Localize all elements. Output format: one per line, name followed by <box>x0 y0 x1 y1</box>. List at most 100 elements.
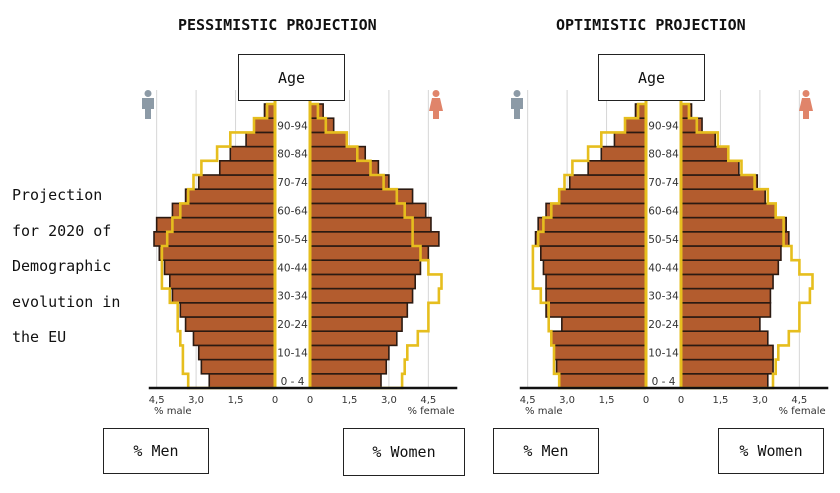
female-bar <box>680 202 777 219</box>
age-tick-label: 10-14 <box>648 348 679 360</box>
male-x-tick-label: 1,5 <box>599 395 615 406</box>
description-line: Projection <box>12 186 103 204</box>
female-bar <box>680 372 769 389</box>
men-label-box: % Men <box>103 428 209 474</box>
female-reference-outline <box>310 102 443 390</box>
age-tick-label: 70-74 <box>648 177 679 189</box>
women-label-box: % Women <box>718 428 824 474</box>
male-reference-outline <box>160 102 275 390</box>
male-icon <box>511 90 523 119</box>
female-bar <box>309 103 324 119</box>
male-bar <box>184 188 276 205</box>
female-bar <box>680 259 780 276</box>
men-label-box: % Men <box>493 428 599 474</box>
female-bar <box>309 330 398 347</box>
description-line: Demographic <box>12 257 112 275</box>
female-icon <box>429 90 443 119</box>
age-tick-label: 40-44 <box>277 262 308 274</box>
female-bar <box>309 160 380 176</box>
male-axis-title: % male <box>525 406 562 417</box>
male-bar <box>553 344 647 361</box>
female-bar <box>680 117 703 134</box>
male-bar <box>218 160 276 176</box>
male-bar <box>171 287 276 304</box>
age-tick-label: 10-14 <box>277 348 308 360</box>
male-bar <box>542 259 647 276</box>
female-bar <box>680 273 774 290</box>
female-x-tick-label: 3,0 <box>752 395 768 406</box>
female-bar <box>680 358 774 375</box>
age-tick-label: 0 - 4 <box>281 376 305 388</box>
age-tick-label: 30-34 <box>648 291 679 303</box>
male-x-tick-label: 3,0 <box>188 395 204 406</box>
chart-title-optimistic: OPTIMISTIC PROJECTION <box>556 16 746 34</box>
projection-description: Projection for 2020 of Demographic evolu… <box>12 178 137 356</box>
age-label-box: Age <box>238 54 345 101</box>
male-bar <box>545 273 647 290</box>
female-bar <box>309 174 390 190</box>
age-tick-label: 50-54 <box>277 234 308 246</box>
age-tick-label: 30-34 <box>277 291 308 303</box>
female-bar <box>680 145 730 162</box>
female-bar <box>680 188 766 205</box>
female-x-tick-label: 0 <box>678 395 684 406</box>
male-bar <box>253 117 276 134</box>
male-bar <box>550 330 647 347</box>
male-bar <box>197 174 276 190</box>
female-bar <box>680 131 716 148</box>
age-tick-label: 60-64 <box>648 206 679 218</box>
male-x-tick-label: 3,0 <box>559 395 575 406</box>
female-bar <box>309 231 440 247</box>
female-x-tick-label: 1,5 <box>712 395 728 406</box>
female-x-tick-label: 1,5 <box>341 395 357 406</box>
male-icon <box>142 90 154 119</box>
male-bar <box>613 131 647 148</box>
male-bar <box>163 259 276 276</box>
male-bar <box>229 145 276 162</box>
male-bar <box>558 372 647 389</box>
description-line: for 2020 of <box>12 221 112 240</box>
male-bar <box>537 216 647 233</box>
female-bar <box>309 344 390 361</box>
male-bar <box>200 358 276 375</box>
male-bar <box>208 372 276 389</box>
age-tick-label: 40-44 <box>648 262 679 274</box>
female-bar <box>680 287 772 304</box>
female-x-tick-label: 4,5 <box>420 395 436 406</box>
female-bar <box>680 330 769 347</box>
female-axis-title: % female <box>407 406 454 417</box>
age-tick-label: 0 - 4 <box>652 376 676 388</box>
age-tick-label: 50-54 <box>648 234 679 246</box>
male-bar <box>184 316 276 332</box>
female-bar <box>309 372 382 389</box>
male-x-tick-label: 0 <box>272 395 278 406</box>
female-bar <box>680 316 761 332</box>
female-bar <box>680 301 772 318</box>
male-bar <box>153 231 276 247</box>
chart-title-pessimistic: PESSIMISTIC PROJECTION <box>178 16 377 34</box>
male-bar <box>171 202 276 219</box>
male-bar <box>568 174 647 190</box>
female-x-tick-label: 3,0 <box>381 395 397 406</box>
male-bar <box>545 287 647 304</box>
male-bar <box>534 231 647 247</box>
age-label-box: Age <box>598 54 705 101</box>
age-tick-label: 20-24 <box>648 319 679 331</box>
male-bar <box>179 301 276 318</box>
female-bar <box>309 131 348 148</box>
age-tick-label: 80-84 <box>648 149 679 161</box>
male-bar <box>624 117 647 134</box>
female-bar <box>309 316 403 332</box>
male-bar <box>600 145 647 162</box>
female-bar <box>309 287 414 304</box>
male-bar <box>155 216 276 233</box>
male-bar <box>587 160 647 176</box>
women-label-box: % Women <box>343 428 465 476</box>
male-bar <box>539 245 647 261</box>
male-bar <box>197 344 276 361</box>
male-axis-title: % male <box>154 406 191 417</box>
male-bar <box>561 316 647 332</box>
male-x-tick-label: 4,5 <box>520 395 536 406</box>
female-bar <box>680 174 759 190</box>
